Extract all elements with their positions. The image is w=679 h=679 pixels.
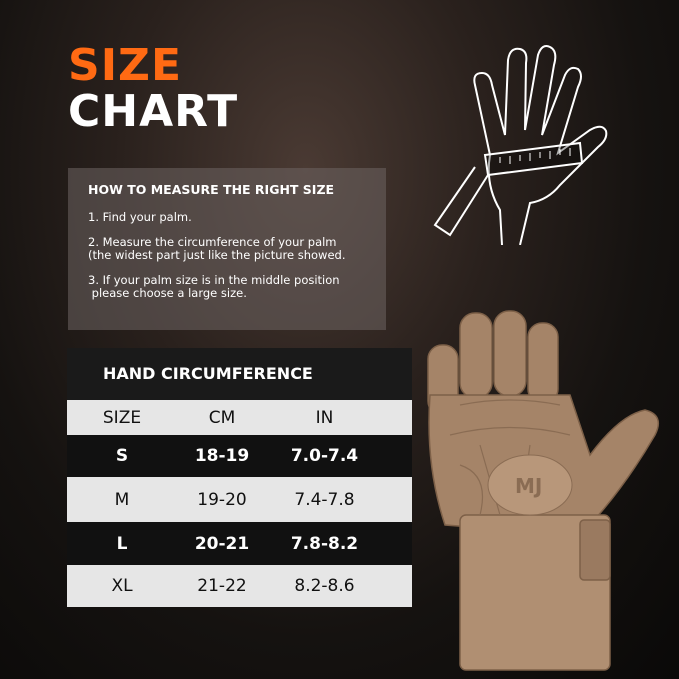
cm-cell: 19-20 bbox=[197, 489, 247, 510]
table-row: XL 21-22 8.2-8.6 bbox=[67, 565, 412, 607]
cm-cell: 20-21 bbox=[194, 533, 250, 554]
in-cell: 8.2-8.6 bbox=[294, 576, 355, 596]
cm-cell: 18-19 bbox=[194, 446, 250, 466]
table-row: M 19-20 7.4-7.8 bbox=[67, 477, 412, 522]
column-header: SIZE bbox=[102, 407, 142, 428]
table-title: HAND CIRCUMFERENCE bbox=[103, 364, 313, 383]
howto-step: 3. If your palm size is in the middle po… bbox=[88, 273, 340, 300]
title-size: SIZE bbox=[68, 40, 183, 91]
in-cell: 7.8-8.2 bbox=[290, 533, 359, 554]
size-cell: M bbox=[114, 489, 130, 510]
title-chart: CHART bbox=[68, 86, 239, 137]
glove-product-image: MJ bbox=[427, 310, 660, 671]
size-cell: L bbox=[116, 533, 128, 554]
cm-cell: 21-22 bbox=[197, 576, 247, 596]
in-cell: 7.0-7.4 bbox=[290, 446, 359, 466]
table-header-row: SIZE CM IN bbox=[67, 400, 412, 435]
column-header: IN bbox=[315, 407, 334, 428]
how-to-measure-panel: HOW TO MEASURE THE RIGHT SIZE 1. Find yo… bbox=[68, 168, 386, 330]
hand-measure-illustration bbox=[433, 45, 608, 245]
howto-step: 1. Find your palm. bbox=[88, 210, 192, 224]
column-header: CM bbox=[208, 407, 236, 428]
howto-heading: HOW TO MEASURE THE RIGHT SIZE bbox=[88, 182, 335, 197]
size-cell: S bbox=[115, 446, 129, 466]
howto-step: 2. Measure the circumference of your pal… bbox=[88, 235, 346, 262]
in-cell: 7.4-7.8 bbox=[294, 489, 355, 510]
size-table: HAND CIRCUMFERENCE SIZE CM IN S 18-19 7.… bbox=[67, 348, 412, 607]
svg-text:MJ: MJ bbox=[515, 474, 542, 498]
size-cell: XL bbox=[111, 576, 133, 596]
table-row: S 18-19 7.0-7.4 bbox=[67, 435, 412, 477]
table-row: L 20-21 7.8-8.2 bbox=[67, 522, 412, 565]
